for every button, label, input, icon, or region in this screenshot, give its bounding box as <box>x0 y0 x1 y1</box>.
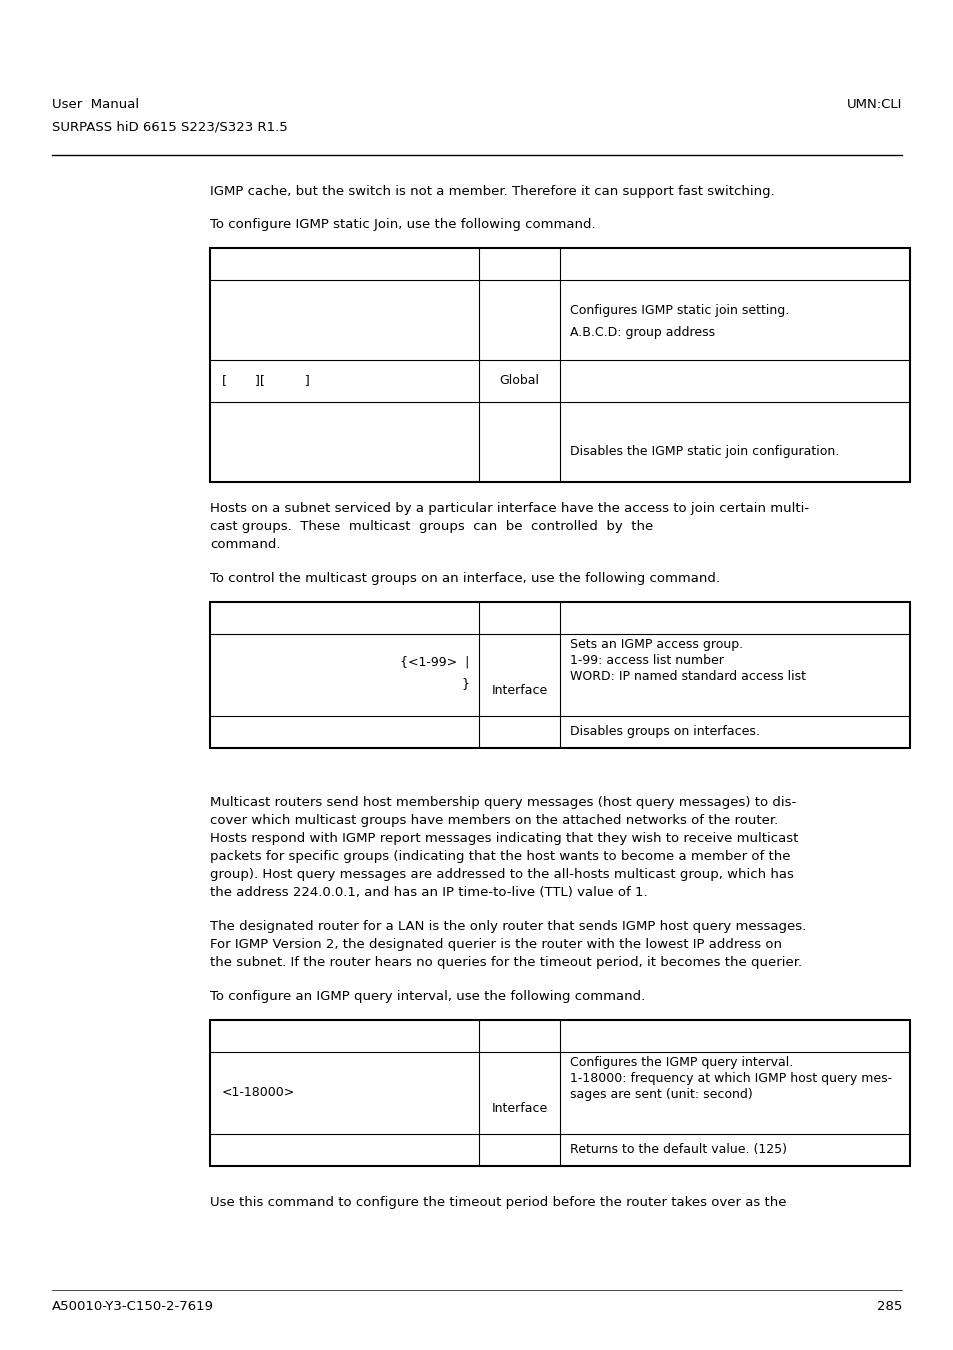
Text: sages are sent (unit: second): sages are sent (unit: second) <box>569 1088 752 1102</box>
Text: Disables groups on interfaces.: Disables groups on interfaces. <box>569 725 760 738</box>
Text: packets for specific groups (indicating that the host wants to become a member o: packets for specific groups (indicating … <box>210 850 790 863</box>
Bar <box>210 248 909 482</box>
Text: the subnet. If the router hears no queries for the timeout period, it becomes th: the subnet. If the router hears no queri… <box>210 956 801 969</box>
Text: To configure IGMP static Join, use the following command.: To configure IGMP static Join, use the f… <box>210 217 595 231</box>
Text: <1-18000>: <1-18000> <box>222 1087 294 1099</box>
Text: Configures the IGMP query interval.: Configures the IGMP query interval. <box>569 1056 792 1069</box>
Text: For IGMP Version 2, the designated querier is the router with the lowest IP addr: For IGMP Version 2, the designated queri… <box>210 938 781 950</box>
Text: 1-99: access list number: 1-99: access list number <box>569 653 723 667</box>
Text: Returns to the default value. (125): Returns to the default value. (125) <box>569 1143 786 1157</box>
Text: To configure an IGMP query interval, use the following command.: To configure an IGMP query interval, use… <box>210 990 644 1003</box>
Text: A50010-Y3-C150-2-7619: A50010-Y3-C150-2-7619 <box>52 1300 213 1314</box>
Text: {<1-99>  |: {<1-99> | <box>399 655 469 668</box>
Text: Sets an IGMP access group.: Sets an IGMP access group. <box>569 639 742 651</box>
Text: Global: Global <box>499 374 539 387</box>
Text: IGMP cache, but the switch is not a member. Therefore it can support fast switch: IGMP cache, but the switch is not a memb… <box>210 185 774 198</box>
Text: }: } <box>461 678 469 690</box>
Text: Interface: Interface <box>491 1103 547 1115</box>
Text: [       ][          ]: [ ][ ] <box>222 374 310 387</box>
Text: group). Host query messages are addressed to the all-hosts multicast group, whic: group). Host query messages are addresse… <box>210 868 793 882</box>
Text: Interface: Interface <box>491 684 547 698</box>
Bar <box>210 1021 909 1166</box>
Text: Hosts respond with IGMP report messages indicating that they wish to receive mul: Hosts respond with IGMP report messages … <box>210 832 798 845</box>
Bar <box>210 602 909 748</box>
Text: WORD: IP named standard access list: WORD: IP named standard access list <box>569 670 805 683</box>
Text: UMN:CLI: UMN:CLI <box>845 99 901 111</box>
Text: 1-18000: frequency at which IGMP host query mes-: 1-18000: frequency at which IGMP host qu… <box>569 1072 891 1085</box>
Text: the address 224.0.0.1, and has an IP time-to-live (TTL) value of 1.: the address 224.0.0.1, and has an IP tim… <box>210 886 647 899</box>
Text: User  Manual: User Manual <box>52 99 139 111</box>
Text: A.B.C.D: group address: A.B.C.D: group address <box>569 325 715 339</box>
Text: Multicast routers send host membership query messages (host query messages) to d: Multicast routers send host membership q… <box>210 796 796 809</box>
Text: cast groups.  These  multicast  groups  can  be  controlled  by  the: cast groups. These multicast groups can … <box>210 520 653 533</box>
Text: To control the multicast groups on an interface, use the following command.: To control the multicast groups on an in… <box>210 572 720 585</box>
Text: Configures IGMP static join setting.: Configures IGMP static join setting. <box>569 304 788 317</box>
Text: command.: command. <box>210 539 280 551</box>
Text: Use this command to configure the timeout period before the router takes over as: Use this command to configure the timeou… <box>210 1196 785 1210</box>
Text: The designated router for a LAN is the only router that sends IGMP host query me: The designated router for a LAN is the o… <box>210 919 805 933</box>
Text: cover which multicast groups have members on the attached networks of the router: cover which multicast groups have member… <box>210 814 778 828</box>
Text: SURPASS hiD 6615 S223/S323 R1.5: SURPASS hiD 6615 S223/S323 R1.5 <box>52 120 288 134</box>
Text: 285: 285 <box>876 1300 901 1314</box>
Text: Disables the IGMP static join configuration.: Disables the IGMP static join configurat… <box>569 446 839 459</box>
Text: Hosts on a subnet serviced by a particular interface have the access to join cer: Hosts on a subnet serviced by a particul… <box>210 502 808 514</box>
